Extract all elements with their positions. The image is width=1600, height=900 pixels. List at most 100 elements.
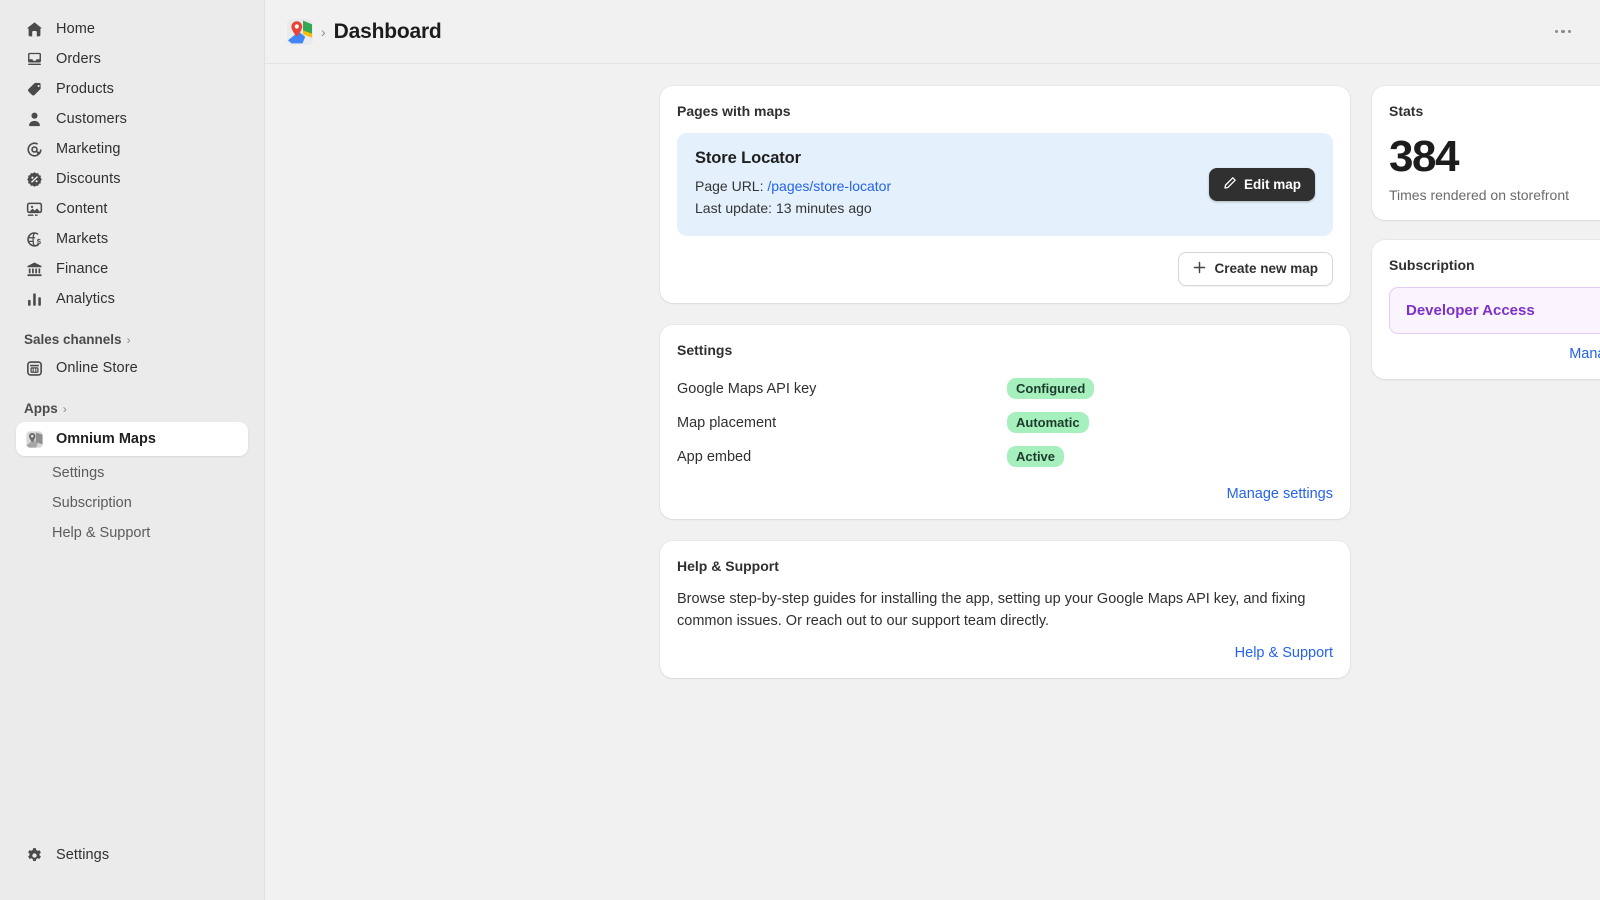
topbar: › Dashboard (265, 0, 1600, 64)
help-card-title: Help & Support (677, 557, 779, 574)
sidebar-item-online-store[interactable]: Online Store (16, 353, 248, 383)
help-card-actions: Help & Support (677, 645, 1333, 661)
page-title: Dashboard (333, 19, 442, 43)
map-page-name: Store Locator (695, 149, 801, 167)
sidebar-item-label: Customers (56, 111, 127, 127)
marketing-target-icon (24, 139, 44, 159)
google-maps-icon (287, 18, 313, 45)
more-options-icon[interactable] (1548, 17, 1578, 47)
sidebar-subitem-label: Subscription (52, 495, 132, 511)
subscription-card: Subscription Developer Access Manage sub… (1372, 240, 1600, 380)
sidebar-subitem-subscription[interactable]: Subscription (16, 488, 248, 518)
finance-bank-icon (24, 259, 44, 279)
stats-caption: Times rendered on storefront (1389, 187, 1570, 204)
sidebar-item-markets[interactable]: $ Markets (16, 224, 248, 254)
sidebar-footer: Settings (0, 840, 264, 870)
sidebar-item-orders[interactable]: Orders (16, 44, 248, 74)
sidebar-item-discounts[interactable]: Discounts (16, 164, 248, 194)
stats-card-title: Stats (1389, 103, 1424, 119)
markets-globe-icon: $ (24, 229, 44, 249)
edit-map-label: Edit map (1243, 176, 1301, 192)
manage-subscription-link[interactable]: Manage subscription (1569, 346, 1600, 363)
subscription-card-title: Subscription (1389, 257, 1475, 274)
sidebar-item-label: Markets (56, 231, 109, 247)
sidebar-item-label: Omnium Maps (56, 431, 156, 447)
sidebar-item-label: Products (56, 81, 115, 97)
page-url-link[interactable]: /pages/store-locator (767, 178, 892, 194)
sidebar-item-finance[interactable]: Finance (16, 254, 248, 284)
sidebar-item-label: Analytics (56, 291, 115, 307)
sidebar-subitem-help-support[interactable]: Help & Support (16, 518, 248, 548)
content-image-icon (24, 199, 44, 219)
sidebar-item-settings[interactable]: Settings (16, 840, 248, 870)
sidebar-item-omnium-maps[interactable]: Omnium Maps (16, 422, 248, 456)
map-page-update-line: Last update: 13 minutes ago (695, 197, 1209, 219)
sidebar-item-products[interactable]: Products (16, 74, 248, 104)
settings-row: Map placement Automatic (677, 406, 1333, 440)
omnium-maps-icon (24, 429, 44, 449)
pages-with-maps-card: Pages with maps Store Locator Page URL: … (660, 86, 1350, 303)
stats-card: Stats 384 Times rendered on storefront (1372, 86, 1600, 221)
sidebar-item-label: Online Store (56, 360, 138, 376)
sidebar-item-marketing[interactable]: Marketing (16, 134, 248, 164)
pencil-icon (1223, 176, 1237, 193)
status-badge: Active (1007, 446, 1065, 468)
stats-value: 384 (1389, 132, 1459, 181)
sidebar-item-customers[interactable]: Customers (16, 104, 248, 134)
main-area: › Dashboard Pages with maps Store Locato… (265, 0, 1600, 900)
map-page-url-line: Page URL: /pages/store-locator (695, 175, 1209, 197)
sidebar-item-label: Marketing (56, 141, 121, 157)
manage-settings-link[interactable]: Manage settings (1226, 485, 1333, 502)
settings-row: Google Maps API key Configured (677, 372, 1333, 406)
sidebar-item-content[interactable]: Content (16, 194, 248, 224)
create-new-map-button[interactable]: Create new map (1178, 251, 1333, 286)
page-url-label: Page URL: (695, 178, 764, 194)
apps-label: Apps (24, 401, 58, 416)
sidebar-subitem-label: Help & Support (52, 525, 151, 541)
map-page-row[interactable]: Store Locator Page URL: /pages/store-loc… (677, 133, 1333, 236)
sidebar: Home Orders Products Customers Marketing (0, 0, 265, 900)
chevron-right-icon: › (126, 332, 131, 347)
create-new-map-label: Create new map (1214, 261, 1318, 277)
analytics-bars-icon (24, 289, 44, 309)
settings-row: App embed Active (677, 440, 1333, 474)
svg-text:$: $ (36, 236, 41, 245)
discounts-percent-icon (24, 169, 44, 189)
sidebar-item-analytics[interactable]: Analytics (16, 284, 248, 314)
sidebar-item-label: Settings (56, 847, 110, 863)
sidebar-group-apps[interactable]: Apps › (24, 401, 248, 416)
customers-person-icon (24, 109, 44, 129)
settings-card: Settings Google Maps API key Configured … (660, 324, 1350, 519)
right-column: Stats 384 Times rendered on storefront S… (1372, 86, 1600, 380)
plus-icon (1193, 261, 1206, 277)
orders-icon (24, 49, 44, 69)
help-card-body: Browse step-by-step guides for installin… (677, 590, 1306, 630)
settings-row-label: Map placement (677, 414, 777, 431)
settings-row-label: Google Maps API key (677, 380, 817, 397)
online-store-icon (24, 358, 44, 378)
sidebar-item-home[interactable]: Home (16, 14, 248, 44)
breadcrumb: › Dashboard (287, 18, 442, 45)
home-icon (24, 19, 44, 39)
sidebar-item-label: Finance (56, 261, 109, 277)
status-badge: Automatic (1007, 412, 1089, 434)
settings-card-actions: Manage settings (677, 486, 1333, 502)
sidebar-group-sales-channels[interactable]: Sales channels › (24, 332, 248, 347)
sales-channels-label: Sales channels (24, 332, 122, 347)
sidebar-item-label: Content (56, 201, 108, 217)
settings-card-title: Settings (677, 341, 733, 358)
sidebar-subitem-settings[interactable]: Settings (16, 458, 248, 488)
edit-map-button[interactable]: Edit map (1208, 167, 1315, 201)
help-support-link[interactable]: Help & Support (1234, 644, 1333, 661)
last-update-value: 13 minutes ago (775, 200, 872, 217)
dashboard-content: Pages with maps Store Locator Page URL: … (265, 64, 1600, 900)
settings-row-label: App embed (677, 448, 752, 465)
gear-icon (24, 845, 44, 865)
subscription-card-actions: Manage subscription (1389, 346, 1600, 362)
pages-card-title: Pages with maps (677, 103, 791, 119)
chevron-right-icon: › (62, 401, 67, 416)
subscription-plan-badge: Developer Access (1389, 287, 1600, 335)
map-page-info: Store Locator Page URL: /pages/store-loc… (695, 149, 1209, 220)
sidebar-item-label: Home (56, 21, 96, 37)
